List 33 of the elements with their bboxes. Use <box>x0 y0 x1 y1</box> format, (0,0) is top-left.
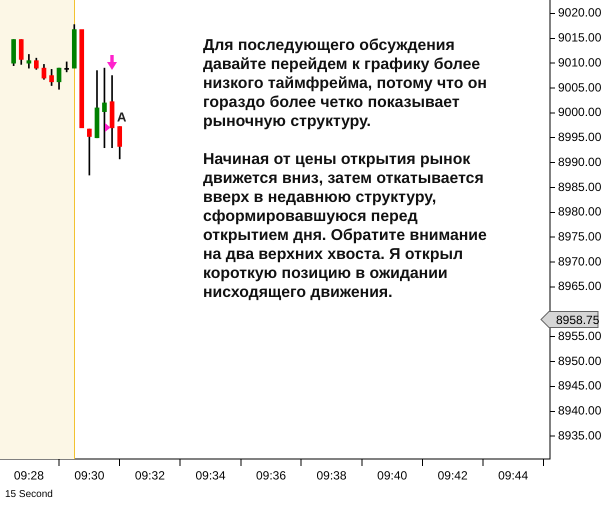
x-tick-label: 09:30 <box>74 468 105 483</box>
y-tick-label: 8940.00 <box>558 404 602 418</box>
y-tick-label: 9015.00 <box>558 30 602 45</box>
y-tick-label: 8970.00 <box>558 254 602 268</box>
x-tick-label: 09:34 <box>196 468 226 483</box>
x-tick-label: 09:38 <box>316 468 347 483</box>
y-tick-label: 8985.00 <box>558 180 602 194</box>
annotation: Для последующего обсуждения давайте перейдем к графику более низкого таймфрейма, потому что он гораздо более четко показывает рыночную структуру. <box>203 36 488 131</box>
x-tick-label: 09:42 <box>438 468 468 483</box>
annotation: Начиная от цены открытия рынок движется вниз, затем откатывается вверх в недавнюю структуру, сформировавшуюся перед открытием дня. Обратите внимание на два верхних хвоста. Я открыл короткую позицию в ожидании нисходящего движения. <box>203 150 488 302</box>
y-tick-label: 8935.00 <box>558 428 602 442</box>
y-tick-label: 9020.00 <box>558 6 602 20</box>
candlestick <box>102 68 107 148</box>
y-tick-label: 8955.00 <box>558 328 602 343</box>
y-tick-label: 8975.00 <box>558 230 602 244</box>
y-tick-label: 8965.00 <box>558 279 602 294</box>
annotation: A <box>117 110 128 125</box>
y-tick-label: 9010.00 <box>558 55 602 70</box>
text: 8958.75 <box>556 312 600 327</box>
candlestick <box>79 29 84 128</box>
y-tick-label: 9005.00 <box>558 80 602 94</box>
y-tick-label: 8950.00 <box>558 354 602 368</box>
text: 15 Second <box>5 489 53 501</box>
y-tick-label: 8995.00 <box>558 130 602 144</box>
y-tick-label: 8990.00 <box>558 154 602 169</box>
x-tick-label: 09:32 <box>134 468 166 483</box>
x-tick-label: 09:44 <box>498 468 528 483</box>
x-tick-label: 09:40 <box>377 468 408 483</box>
x-tick-label: 09:28 <box>14 468 44 483</box>
y-tick-label: 8945.00 <box>558 378 602 393</box>
x-tick-label: 09:36 <box>256 468 286 483</box>
y-tick-label: 9000.00 <box>558 105 602 120</box>
y-tick-label: 8980.00 <box>558 204 602 219</box>
